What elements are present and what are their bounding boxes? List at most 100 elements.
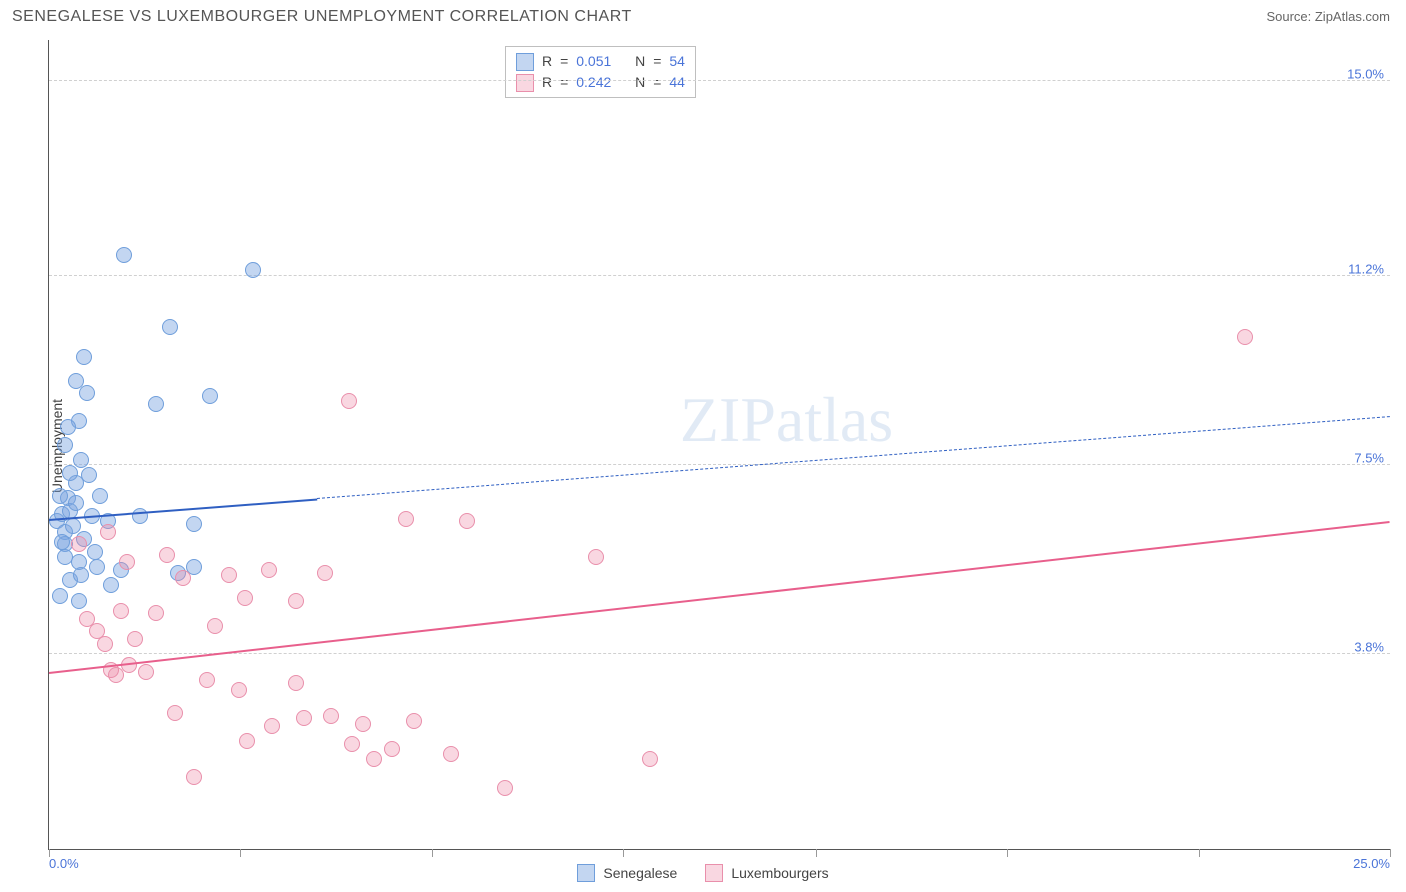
scatter-point xyxy=(317,565,333,581)
legend-swatch-luxembourgers-icon xyxy=(705,864,723,882)
scatter-plot-area: ZIPatlas R = 0.051 N = 54 R = 0.242 N = … xyxy=(48,40,1390,850)
stats-row-luxembourgers: R = 0.242 N = 44 xyxy=(516,72,685,93)
scatter-point xyxy=(73,567,89,583)
scatter-point xyxy=(68,495,84,511)
source-name: ZipAtlas.com xyxy=(1315,9,1390,24)
scatter-point xyxy=(366,751,382,767)
scatter-point xyxy=(406,713,422,729)
r-label: R xyxy=(542,51,552,72)
scatter-point xyxy=(288,593,304,609)
scatter-point xyxy=(207,618,223,634)
x-tick xyxy=(49,849,50,857)
gridline xyxy=(49,80,1390,81)
scatter-point xyxy=(92,488,108,504)
scatter-point xyxy=(1237,329,1253,345)
legend-label-luxembourgers: Luxembourgers xyxy=(731,865,828,881)
stats-row-senegalese: R = 0.051 N = 54 xyxy=(516,51,685,72)
r-value-luxembourgers: 0.242 xyxy=(576,72,611,93)
scatter-point xyxy=(62,465,78,481)
y-tick-label: 15.0% xyxy=(1347,66,1384,81)
legend-swatch-senegalese-icon xyxy=(577,864,595,882)
scatter-point xyxy=(71,593,87,609)
scatter-point xyxy=(108,667,124,683)
scatter-point xyxy=(237,590,253,606)
scatter-point xyxy=(127,631,143,647)
scatter-point xyxy=(231,682,247,698)
n-value-luxembourgers: 44 xyxy=(669,72,685,93)
scatter-point xyxy=(116,247,132,263)
scatter-point xyxy=(87,544,103,560)
legend-label-senegalese: Senegalese xyxy=(603,865,677,881)
scatter-point xyxy=(264,718,280,734)
scatter-point xyxy=(97,636,113,652)
scatter-point xyxy=(642,751,658,767)
scatter-point xyxy=(68,373,84,389)
correlation-stats-box: R = 0.051 N = 54 R = 0.242 N = 44 xyxy=(505,46,696,98)
scatter-point xyxy=(81,467,97,483)
watermark-text: ZIPatlas xyxy=(680,383,893,457)
legend-item-luxembourgers: Luxembourgers xyxy=(705,864,828,882)
scatter-point xyxy=(162,319,178,335)
scatter-point xyxy=(296,710,312,726)
swatch-senegalese-icon xyxy=(516,53,534,71)
gridline xyxy=(49,653,1390,654)
r-value-senegalese: 0.051 xyxy=(576,51,611,72)
source-attribution: Source: ZipAtlas.com xyxy=(1266,9,1390,24)
trend-line xyxy=(317,416,1390,499)
x-tick xyxy=(1007,849,1008,857)
scatter-point xyxy=(239,733,255,749)
x-tick xyxy=(1390,849,1391,857)
x-tick xyxy=(240,849,241,857)
scatter-point xyxy=(100,524,116,540)
scatter-point xyxy=(261,562,277,578)
scatter-point xyxy=(355,716,371,732)
scatter-point xyxy=(103,577,119,593)
scatter-point xyxy=(148,396,164,412)
n-value-senegalese: 54 xyxy=(669,51,685,72)
scatter-point xyxy=(323,708,339,724)
chart-title: SENEGALESE VS LUXEMBOURGER UNEMPLOYMENT … xyxy=(12,8,632,26)
scatter-point xyxy=(57,437,73,453)
scatter-point xyxy=(459,513,475,529)
x-tick xyxy=(816,849,817,857)
scatter-point xyxy=(341,393,357,409)
gridline xyxy=(49,464,1390,465)
scatter-point xyxy=(89,559,105,575)
scatter-point xyxy=(175,570,191,586)
y-tick-label: 7.5% xyxy=(1354,450,1384,465)
scatter-point xyxy=(148,605,164,621)
legend: Senegalese Luxembourgers xyxy=(0,864,1406,882)
scatter-point xyxy=(186,516,202,532)
scatter-point xyxy=(52,588,68,604)
scatter-point xyxy=(138,664,154,680)
y-tick-label: 11.2% xyxy=(1348,261,1384,276)
scatter-point xyxy=(54,534,70,550)
scatter-point xyxy=(186,769,202,785)
scatter-point xyxy=(398,511,414,527)
x-tick xyxy=(1199,849,1200,857)
scatter-point xyxy=(199,672,215,688)
scatter-point xyxy=(76,349,92,365)
scatter-point xyxy=(119,554,135,570)
scatter-point xyxy=(443,746,459,762)
scatter-point xyxy=(384,741,400,757)
scatter-point xyxy=(202,388,218,404)
scatter-point xyxy=(159,547,175,563)
scatter-point xyxy=(57,549,73,565)
x-tick xyxy=(432,849,433,857)
swatch-luxembourgers-icon xyxy=(516,74,534,92)
scatter-point xyxy=(167,705,183,721)
scatter-point xyxy=(588,549,604,565)
scatter-point xyxy=(73,452,89,468)
scatter-point xyxy=(71,536,87,552)
scatter-point xyxy=(344,736,360,752)
scatter-point xyxy=(79,385,95,401)
source-prefix: Source: xyxy=(1266,9,1314,24)
n-label: N xyxy=(635,51,645,72)
scatter-point xyxy=(245,262,261,278)
legend-item-senegalese: Senegalese xyxy=(577,864,677,882)
scatter-point xyxy=(288,675,304,691)
scatter-point xyxy=(113,603,129,619)
scatter-point xyxy=(221,567,237,583)
x-tick xyxy=(623,849,624,857)
